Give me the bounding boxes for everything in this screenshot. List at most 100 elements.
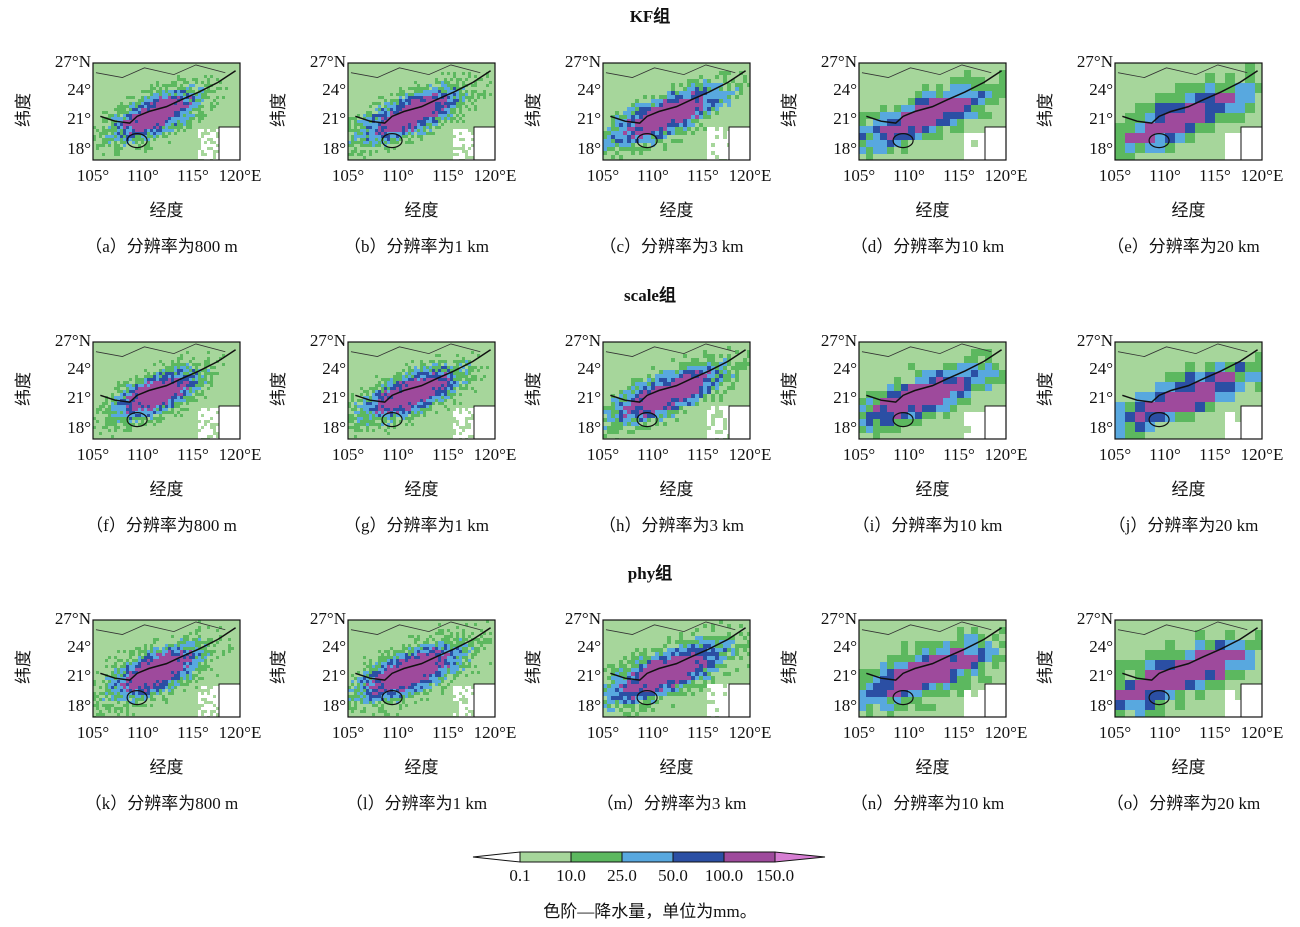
- precip-cell: [132, 692, 135, 695]
- precip-cell: [429, 405, 432, 408]
- y-axis-label: 纬度: [1036, 93, 1055, 127]
- precip-cell: [655, 410, 659, 414]
- precip-cell: [141, 665, 144, 668]
- precip-cell: [429, 96, 432, 99]
- precip-cell: [102, 698, 105, 701]
- precip-cell: [129, 417, 132, 420]
- precip-cell: [667, 127, 671, 131]
- precip-cell: [743, 362, 747, 366]
- precip-cell: [114, 144, 117, 147]
- precip-cell: [420, 96, 423, 99]
- precip-cell: [1165, 93, 1175, 103]
- precip-cell: [174, 387, 177, 390]
- precip-cell: [408, 417, 411, 420]
- precip-cell: [138, 390, 141, 393]
- precip-cell: [165, 671, 168, 674]
- precip-cell: [943, 363, 950, 370]
- precip-cell: [222, 653, 225, 656]
- precip-cell: [144, 683, 147, 686]
- precip-cell: [183, 650, 186, 653]
- precip-cell: [165, 698, 168, 701]
- precip-cell: [707, 374, 711, 378]
- precip-cell: [444, 120, 447, 123]
- precip-cell: [719, 422, 723, 426]
- precip-cell: [369, 411, 372, 414]
- precip-cell: [679, 99, 683, 103]
- precip-cell: [438, 87, 441, 90]
- precip-cell: [453, 75, 456, 78]
- precip-cell: [450, 111, 453, 114]
- precip-cell: [147, 381, 150, 384]
- precip-cell: [159, 414, 162, 417]
- precip-cell: [1115, 412, 1125, 422]
- precip-cell: [192, 653, 195, 656]
- precip-cell: [120, 659, 123, 662]
- precip-cell: [985, 363, 992, 370]
- precip-cell: [180, 363, 183, 366]
- precip-cell: [381, 114, 384, 117]
- precip-cell: [411, 396, 414, 399]
- precip-cell: [1205, 392, 1215, 402]
- precip-cell: [105, 689, 108, 692]
- precip-cell: [201, 390, 204, 393]
- precip-cell: [411, 378, 414, 381]
- precip-cell: [707, 354, 711, 358]
- precip-cell: [183, 108, 186, 111]
- precip-cell: [399, 129, 402, 132]
- precip-cell: [447, 111, 450, 114]
- precip-cell: [153, 641, 156, 644]
- precip-cell: [117, 117, 120, 120]
- precip-cell: [171, 123, 174, 126]
- precip-cell: [727, 386, 731, 390]
- precip-cell: [631, 422, 635, 426]
- precip-cell: [607, 410, 611, 414]
- precip-cell: [1185, 362, 1195, 372]
- precip-cell: [393, 108, 396, 111]
- precip-cell: [177, 78, 180, 81]
- precip-cell: [679, 127, 683, 131]
- precip-cell: [156, 674, 159, 677]
- precip-cell: [177, 680, 180, 683]
- precip-cell: [156, 381, 159, 384]
- precip-cell: [471, 641, 474, 644]
- precip-cell: [441, 372, 444, 375]
- precip-cell: [699, 99, 703, 103]
- precip-cell: [186, 674, 189, 677]
- precip-cell: [691, 366, 695, 370]
- precip-cell: [96, 707, 99, 710]
- precip-cell: [411, 423, 414, 426]
- y-tick-label: 24°: [67, 80, 91, 99]
- precip-cell: [195, 108, 198, 111]
- precip-cell: [123, 381, 126, 384]
- precip-cell: [423, 363, 426, 366]
- precip-cell: [873, 426, 880, 433]
- precip-cell: [117, 650, 120, 653]
- precip-cell: [450, 366, 453, 369]
- precip-cell: [159, 674, 162, 677]
- precip-cell: [1185, 372, 1195, 382]
- precip-cell: [147, 90, 150, 93]
- precip-cell: [162, 378, 165, 381]
- precip-cell: [402, 120, 405, 123]
- precip-cell: [168, 671, 171, 674]
- precip-cell: [465, 90, 468, 93]
- precip-cell: [432, 132, 435, 135]
- precip-cell: [639, 386, 643, 390]
- precip-cell: [153, 662, 156, 665]
- precip-cell: [354, 405, 357, 408]
- precip-cell: [171, 662, 174, 665]
- precip-cell: [459, 153, 462, 156]
- precip-cell: [162, 102, 165, 105]
- precip-cell: [195, 105, 198, 108]
- precip-cell: [351, 141, 354, 144]
- precip-cell: [978, 140, 985, 147]
- precip-cell: [715, 378, 719, 382]
- precip-cell: [105, 707, 108, 710]
- precip-cell: [360, 420, 363, 423]
- precip-cell: [162, 90, 165, 93]
- precip-cell: [1235, 113, 1245, 123]
- precip-cell: [417, 132, 420, 135]
- precip-cell: [671, 91, 675, 95]
- precip-cell: [429, 399, 432, 402]
- precip-cell: [192, 677, 195, 680]
